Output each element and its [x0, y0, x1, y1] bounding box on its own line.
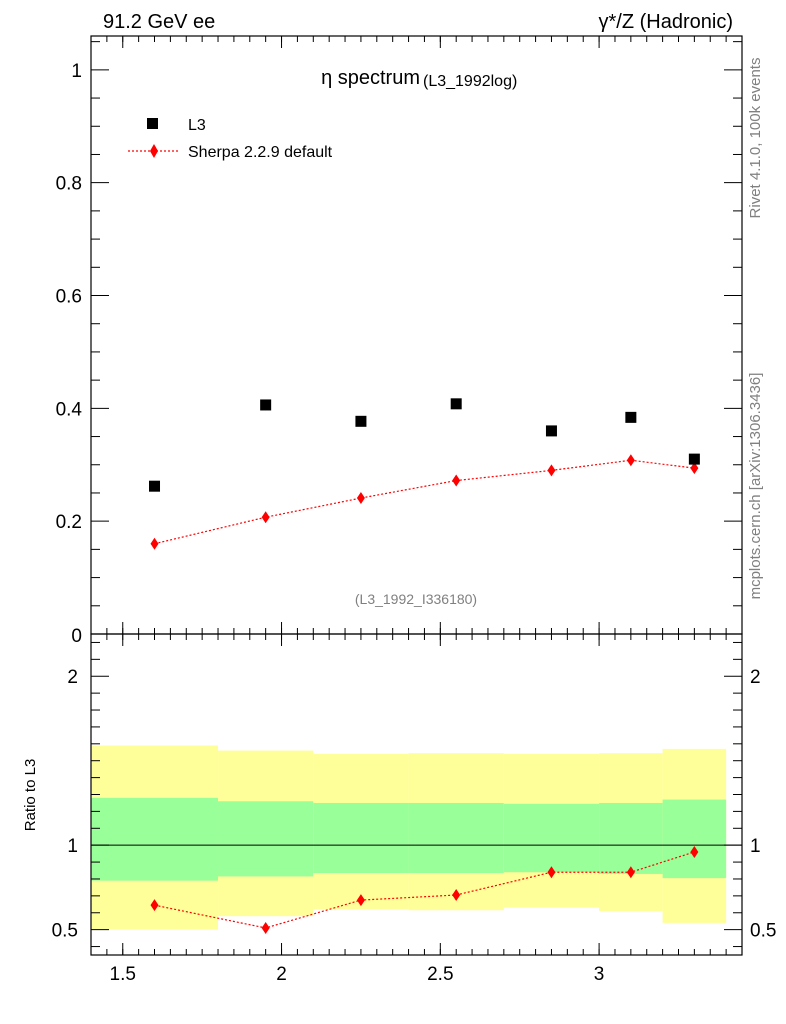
main-title-suffix: (L3_1992log): [423, 73, 517, 90]
l3-point: [355, 415, 367, 427]
ratio-point: [150, 899, 159, 912]
legend-l3-label: L3: [188, 117, 206, 134]
sherpa-point: [626, 454, 635, 467]
ratio-ylabel: Ratio to L3: [22, 759, 39, 832]
ratio-y-tick-label-right: 2: [750, 667, 761, 688]
sherpa-point: [452, 474, 461, 487]
uncertainty-band-inner: [313, 802, 409, 874]
sherpa-point: [690, 462, 699, 475]
legend-l3-marker: [147, 118, 158, 129]
process-label: γ*/Z (Hadronic): [599, 11, 733, 33]
ratio-point: [356, 894, 365, 907]
main-panel: 0 0.2 0.4 0.6 0.8 1 η spectrum (L3_1992log) (…: [56, 35, 743, 647]
mcplots-label: mcplots.cern.ch [arXiv:1306.3436]: [747, 373, 764, 600]
ratio-y-tick-label-left: 1: [67, 836, 78, 857]
sherpa-point: [547, 464, 556, 477]
main-y-tick-label: 0.2: [56, 512, 82, 533]
x-tick-label: 2.5: [427, 964, 453, 985]
legend-sherpa-marker: [150, 144, 158, 158]
main-y-tick-label: 0.8: [56, 174, 82, 195]
sherpa-line: [154, 459, 695, 545]
uncertainty-band-inner: [218, 801, 314, 877]
uncertainty-band-inner: [91, 797, 219, 881]
l3-point: [625, 411, 637, 423]
main-y-tick-label: 1: [71, 61, 82, 82]
ratio-point: [452, 889, 461, 902]
main-y-tick-label: 0: [71, 626, 82, 647]
ratio-y-tick-label-left: 0.5: [52, 921, 78, 942]
x-tick-label: 1.5: [110, 964, 136, 985]
l3-point: [260, 399, 272, 411]
analysis-watermark: (L3_1992_I336180): [355, 591, 477, 607]
rivet-version-label: Rivet 4.1.0, 100k events: [747, 58, 764, 219]
ratio-y-tick-label-right: 0.5: [750, 921, 776, 942]
l3-point: [545, 425, 557, 437]
legend-sherpa-label: Sherpa 2.2.9 default: [188, 144, 333, 161]
energy-label: 91.2 GeV ee: [103, 11, 215, 33]
l3-point: [450, 398, 462, 410]
x-tick-label: 2: [276, 964, 287, 985]
legend: L3 Sherpa 2.2.9 default: [128, 117, 333, 161]
ratio-point: [261, 921, 270, 934]
sherpa-point: [150, 537, 159, 550]
uncertainty-band-inner: [599, 802, 663, 874]
ratio-panel: 1.5 2 2.5 3 0.5 0.5 1 1 2 2 Ratio to L3: [22, 633, 776, 985]
ratio-y-tick-label-left: 2: [67, 667, 78, 688]
uncertainty-band-inner: [503, 803, 600, 873]
l3-point: [149, 480, 161, 492]
sherpa-point: [356, 492, 365, 505]
ratio-y-tick-label-right: 1: [750, 836, 761, 857]
main-y-tick-label: 0.4: [56, 399, 83, 420]
ratio-point: [690, 845, 699, 858]
uncertainty-band-inner: [408, 802, 504, 874]
ratio-point: [626, 866, 635, 879]
x-tick-label: 3: [594, 964, 605, 985]
l3-point: [688, 453, 700, 465]
main-y-tick-label: 0.6: [56, 287, 82, 308]
ratio-point: [547, 866, 556, 879]
uncertainty-band-inner: [662, 799, 727, 879]
main-title: η spectrum: [321, 67, 420, 89]
sherpa-point: [261, 511, 270, 524]
